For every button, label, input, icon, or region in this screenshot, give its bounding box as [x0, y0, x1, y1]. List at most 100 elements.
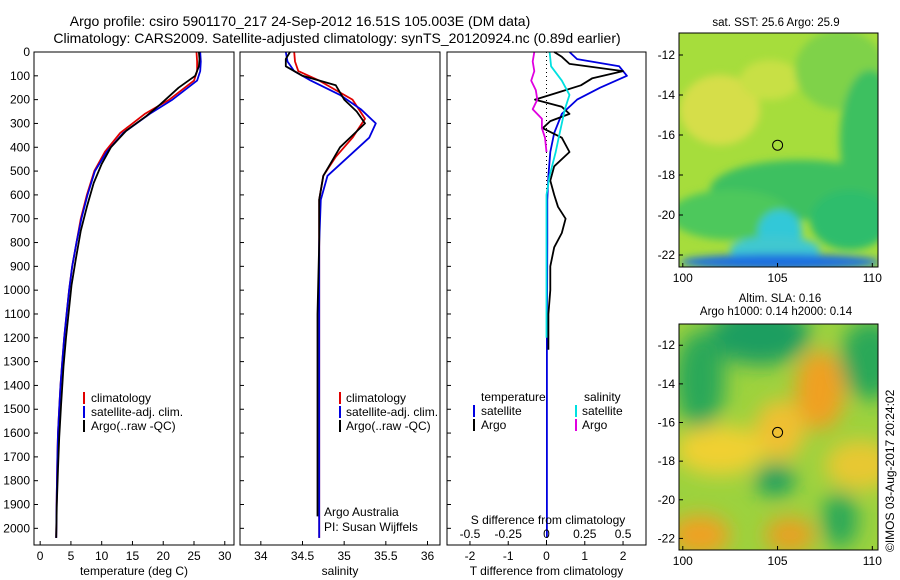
salinity-series-climatology [293, 51, 366, 538]
difference-s-tick-label: 0.5 [615, 527, 632, 541]
sla-profile-location-marker [772, 426, 784, 438]
salinity-x-tick-label: 35 [337, 549, 351, 563]
sst-map-title: sat. SST: 25.6 Argo: 25.9 [712, 17, 839, 29]
difference-x-tick-label: 1 [581, 549, 588, 563]
difference-x-tick-label: -2 [465, 549, 476, 563]
salinity-x-tick-label: 34.5 [291, 549, 315, 563]
difference-x-tick-label: 2 [620, 549, 627, 563]
depth-tick-label: 0 [23, 45, 30, 59]
depth-tick-label: 700 [10, 212, 30, 226]
axes-layer: 0 5 10 15 20 25 300100200300400500600700800900… [3, 45, 882, 578]
difference-legend-t-argo: Argo [481, 418, 507, 432]
sst-map-lon-tick-label: 110 [863, 271, 882, 285]
difference-s-tick-label: 0 [543, 527, 550, 541]
sla-map-lat-tick-label: -12 [658, 338, 676, 352]
sst-map-field [679, 33, 878, 267]
salinity-x-tick-label: 34 [254, 549, 268, 563]
difference-legend-s-argo: Argo [582, 418, 608, 432]
sla-map-lon-tick-label: 100 [673, 554, 693, 568]
depth-tick-label: 100 [10, 69, 30, 83]
salinity-plot-frame [239, 51, 441, 546]
temperature-legend: climatology satellite-adj. clim. Argo(..… [83, 391, 183, 433]
difference-series-argo-temperature [534, 51, 624, 350]
temperature-x-axis-label: temperature (deg C) [80, 564, 188, 578]
sst-map-frame [678, 32, 879, 268]
temperature-x-tick-label: 20 [157, 549, 171, 563]
sla-map-lon-tick-label: 110 [863, 554, 882, 568]
salinity-legend-climatology: climatology [346, 391, 406, 405]
depth-tick-label: 1500 [3, 402, 30, 416]
temperature-x-tick-label: 0 [37, 549, 44, 563]
temperature-x-tick-label: 10 [95, 549, 109, 563]
depth-tick-label: 2000 [3, 521, 30, 535]
salinity-x-tick-label: 36 [421, 549, 435, 563]
salinity-legend: climatology satellite-adj. clim. Argo(..… [339, 391, 438, 433]
figure-title-line1: Argo profile: csiro 5901170_217 24-Sep-2… [70, 13, 531, 29]
temperature-plot-frame [33, 51, 235, 546]
difference-legend-s-satellite: satellite [582, 404, 623, 418]
sst-map-lon-tick-label: 100 [673, 271, 693, 285]
sla-map-lat-tick-label: -18 [658, 454, 676, 468]
s-difference-axis-label: S difference from climatology [471, 513, 626, 527]
difference-s-tick-label: -0.5 [460, 527, 481, 541]
difference-legend-t-satellite: satellite [481, 404, 522, 418]
sla-map-lat-tick-label: -16 [658, 416, 676, 430]
sst-map-lat-tick-label: -20 [658, 208, 676, 222]
difference-x-tick-label: -1 [503, 549, 514, 563]
depth-tick-label: 900 [10, 259, 30, 273]
figure-title-line2: Climatology: CARS2009. Satellite-adjuste… [53, 30, 620, 46]
depth-tick-label: 400 [10, 140, 30, 154]
temperature-x-tick-label: 25 [187, 549, 201, 563]
copyright-stamp: ©IMOS 03-Aug-2017 20:24:02 [883, 389, 897, 552]
difference-legend-salinity-header: salinity [584, 390, 621, 404]
difference-x-axis-label: T difference from climatology [470, 564, 624, 578]
difference-series-argo-salinity [530, 51, 548, 153]
temperature-legend-argo: Argo(..raw -QC) [91, 419, 176, 433]
sla-map-lat-tick-label: -14 [658, 377, 676, 391]
difference-series-satellite-temperature [546, 51, 628, 538]
depth-tick-label: 1100 [4, 307, 30, 321]
sla-map-lat-tick-label: -22 [658, 531, 676, 545]
depth-tick-label: 200 [10, 93, 30, 107]
depth-tick-label: 1600 [3, 426, 30, 440]
depth-tick-label: 600 [10, 188, 30, 202]
salinity-x-axis-label: salinity [322, 564, 359, 578]
sla-map-lon-tick-label: 105 [768, 554, 788, 568]
temperature-series-satellite-adj-clim- [55, 51, 202, 538]
depth-tick-label: 500 [10, 164, 30, 178]
depth-tick-label: 1700 [3, 450, 30, 464]
difference-s-tick-label: 0.25 [573, 527, 597, 541]
sla-map-frame [678, 323, 879, 551]
sst-profile-location-marker [772, 139, 784, 151]
depth-tick-label: 800 [10, 236, 30, 250]
difference-legend-temperature-header: temperature [481, 390, 546, 404]
difference-legend: temperature salinity satellite Argo sate… [473, 390, 623, 432]
temperature-x-tick-label: 30 [218, 549, 232, 563]
temperature-legend-climatology: climatology [91, 391, 151, 405]
sst-map-lon-tick-label: 105 [768, 271, 788, 285]
salinity-x-tick-label: 35.5 [374, 549, 398, 563]
sst-map-lat-tick-label: -14 [658, 88, 676, 102]
sla-map-subtitle: Argo h1000: 0.14 h2000: 0.14 [700, 306, 853, 318]
sst-map-lat-tick-label: -12 [658, 48, 676, 62]
depth-tick-label: 1300 [3, 355, 30, 369]
temperature-legend-satellite-adj: satellite-adj. clim. [91, 405, 183, 419]
depth-tick-label: 1400 [3, 378, 30, 392]
temperature-series-climatology [55, 51, 199, 538]
difference-s-tick-label: -0.25 [495, 527, 523, 541]
sst-map-lat-tick-label: -18 [658, 168, 676, 182]
depth-tick-label: 300 [10, 116, 30, 130]
sst-map-lat-tick-label: -16 [658, 128, 676, 142]
depth-tick-label: 1200 [3, 331, 30, 345]
depth-tick-label: 1900 [3, 498, 30, 512]
sla-map-lat-tick-label: -20 [658, 493, 676, 507]
sla-map-field [679, 324, 878, 550]
difference-x-tick-label: 0 [543, 549, 550, 563]
pi-annotation: PI: Susan Wijffels [324, 520, 418, 534]
temperature-x-tick-label: 5 [68, 549, 75, 563]
salinity-legend-argo: Argo(..raw -QC) [346, 419, 431, 433]
depth-tick-label: 1000 [3, 283, 30, 297]
temperature-series-argo-raw-qc- [55, 51, 201, 538]
temperature-x-tick-label: 15 [126, 549, 140, 563]
